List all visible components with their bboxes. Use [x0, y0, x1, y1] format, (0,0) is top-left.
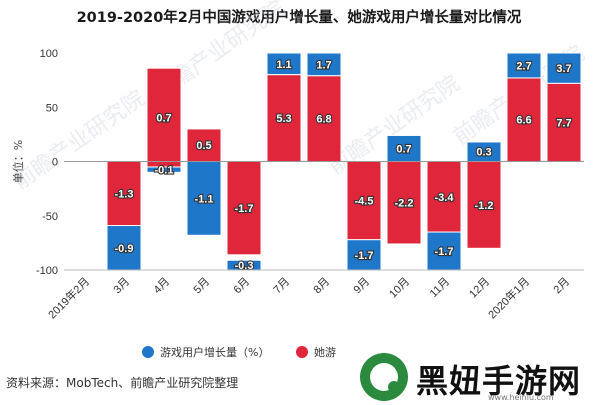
- data-label-female-users: -1.7: [235, 203, 254, 215]
- legend-marker: [296, 346, 308, 358]
- data-label-game-users: 0.7: [396, 143, 411, 155]
- data-label-female-users: -1.3: [115, 189, 134, 201]
- x-tick-label: 2月: [552, 276, 573, 297]
- bar-female-users: [466, 161, 502, 249]
- x-tick-label: 2019年2月: [45, 274, 92, 321]
- data-label-game-users: -1.1: [195, 193, 214, 205]
- legend-marker: [142, 346, 154, 358]
- data-label-game-users: 1.7: [316, 59, 331, 71]
- data-label-game-users: 1.1: [276, 59, 291, 71]
- x-tick-label: 4月: [152, 276, 173, 297]
- x-tick-label: 6月: [232, 276, 253, 297]
- chart-title: 2019-2020年2月中国游戏用户增长量、她游戏用户增长量对比情况: [76, 10, 522, 26]
- bar-female-users: [546, 82, 582, 162]
- data-label-game-users: -0.9: [115, 243, 134, 255]
- brand-name: 黑妞手游网: [416, 362, 582, 400]
- data-label-game-users: 3.7: [556, 63, 571, 75]
- data-label-female-users: 6.6: [516, 115, 531, 127]
- data-label-game-users: 0.3: [476, 147, 491, 159]
- bar-female-users: [186, 128, 222, 162]
- y-tick-label: -100: [36, 265, 58, 277]
- brand-url: www.heiniu.com: [488, 393, 554, 402]
- data-label-female-users: 5.3: [276, 113, 291, 125]
- bar-female-users: [146, 67, 182, 168]
- bar-female-users: [306, 75, 342, 162]
- x-tick-label: 9月: [352, 276, 373, 297]
- x-tick-label: 8月: [312, 276, 333, 297]
- x-tick-label: 12月: [467, 276, 492, 301]
- bar-game-users: [506, 52, 542, 79]
- bar-female-users: [226, 161, 262, 256]
- bar-female-users: [386, 161, 422, 245]
- data-label-female-users: 7.7: [556, 117, 571, 129]
- y-axis-label: 单位：%: [11, 140, 25, 183]
- data-label-female-users: 0.7: [156, 113, 171, 125]
- bar-game-users: [426, 231, 462, 271]
- data-label-female-users: -3.4: [435, 192, 455, 204]
- data-label-game-users: -0.1: [155, 165, 174, 177]
- brand-logo-icon: [360, 353, 408, 401]
- data-label-female-users: -1.2: [475, 200, 494, 212]
- x-tick-label: 3月: [112, 276, 133, 297]
- x-tick-label: 5月: [192, 276, 213, 297]
- data-label-female-users: -2.2: [395, 198, 414, 210]
- legend-label: 她游: [314, 345, 336, 359]
- data-label-game-users: -1.7: [355, 250, 374, 262]
- bar-female-users: [426, 161, 462, 233]
- data-label-game-users: -1.7: [435, 246, 454, 258]
- y-tick-label: 50: [46, 102, 58, 114]
- data-label-female-users: -4.5: [355, 196, 374, 208]
- x-tick-label: 10月: [387, 276, 412, 301]
- x-tick-label: 2020年1月: [485, 274, 532, 321]
- data-label-game-users: 2.7: [516, 60, 531, 72]
- y-axis: 单位：% -100 -50 0 50 100: [11, 48, 58, 277]
- bar-game-users: [386, 134, 422, 163]
- legend-label: 游戏用户增长量（%）: [160, 345, 269, 359]
- x-tick-label: 11月: [428, 276, 452, 300]
- source-note: 资料来源：MobTech、前瞻产业研究院整理: [6, 376, 239, 390]
- data-label-female-users: 6.8: [316, 114, 331, 126]
- y-tick-label: -50: [42, 211, 58, 223]
- bar-female-users: [506, 77, 542, 162]
- bar-game-users: [186, 161, 222, 236]
- bar-female-users: [106, 161, 142, 227]
- x-tick-label: 7月: [272, 276, 293, 297]
- y-tick-label: 100: [40, 48, 58, 60]
- legend: 游戏用户增长量（%） 她游: [142, 345, 336, 359]
- bars: -0.9-0.1-1.1-0.31.1 1.7-1.70.7-1.70.32.7 3…: [106, 52, 582, 273]
- brand-badge: 黑妞手游网 www.heiniu.com: [360, 350, 598, 405]
- y-tick-label: 0: [52, 157, 58, 169]
- data-label-female-users: 0.5: [196, 140, 211, 152]
- bar-female-users: [266, 74, 302, 162]
